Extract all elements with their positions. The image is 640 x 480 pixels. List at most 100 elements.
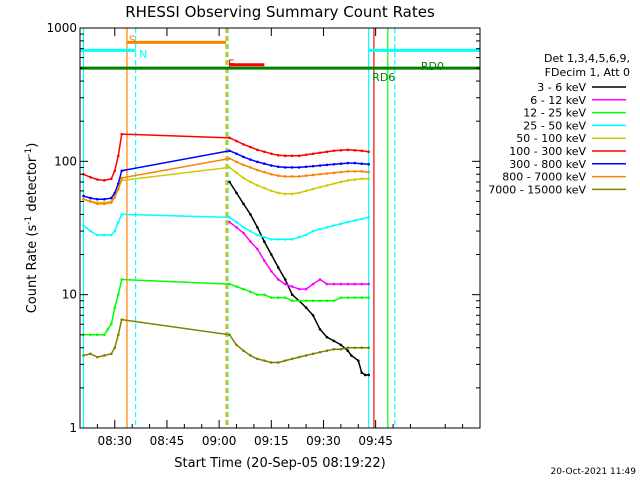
legend-label-4: 50 - 100 keV [516,132,586,145]
data-point-7-9 [235,160,238,164]
plot-area: SN F RD0 RD6 [80,28,480,428]
data-point-4-16 [283,192,287,196]
data-point-5-4 [110,177,113,181]
data-point-8-0 [82,354,85,357]
data-point-6-21 [318,164,322,167]
data-point-3-6 [116,220,120,224]
y-tick-label-3: 1000 [46,21,77,35]
data-point-0-13 [318,327,322,331]
data-point-5-9 [235,139,238,143]
data-point-8-19 [304,354,308,357]
data-point-0-21 [363,373,367,377]
data-point-6-13 [263,162,266,165]
data-point-2-12 [249,290,252,294]
data-point-3-15 [276,238,280,241]
data-point-5-22 [325,150,329,154]
x-tick-label-4: 09:30 [306,434,341,448]
data-point-3-12 [256,233,259,237]
data-point-2-1 [89,333,92,337]
data-point-2-14 [263,293,266,296]
data-point-3-22 [325,226,329,229]
data-point-0-3 [249,213,252,216]
data-point-5-7 [120,132,124,136]
data-point-5-27 [360,149,364,153]
data-point-4-26 [353,178,357,181]
flag-label-s: S [129,33,136,46]
data-point-3-19 [304,233,308,237]
data-point-8-3 [103,354,106,357]
data-point-8-9 [235,343,238,347]
data-point-2-16 [276,296,280,299]
data-point-1-9 [290,285,294,288]
data-point-5-11 [249,145,252,149]
data-point-7-20 [311,173,315,177]
legend-header-2: FDecim 1, Att 0 [545,66,630,79]
data-point-3-24 [339,222,343,226]
flag-label-n: N [139,48,147,61]
data-point-6-14 [270,164,273,167]
data-point-7-21 [318,172,322,176]
data-point-5-25 [346,148,350,152]
data-point-6-17 [290,166,294,169]
data-point-6-4 [110,196,113,200]
data-point-1-11 [304,287,308,291]
data-point-0-2 [242,202,245,206]
flag-label-f: F [228,58,234,71]
data-point-2-8 [120,278,124,281]
data-point-8-25 [346,346,350,350]
data-point-1-17 [346,282,350,286]
data-point-3-9 [235,220,238,224]
y-tick-label-0: 1 [69,421,77,435]
data-point-0-15 [332,339,336,343]
data-point-8-22 [325,349,329,352]
data-point-7-0 [82,197,85,201]
data-point-6-20 [311,164,315,168]
data-point-7-17 [290,175,294,178]
data-point-4-15 [276,191,280,195]
data-point-1-13 [318,278,322,281]
legend-header-1: Det 1,3,4,5,6,9, [544,52,630,65]
data-point-3-27 [360,217,364,221]
data-point-6-25 [346,161,350,165]
data-point-2-7 [116,293,120,296]
data-point-6-5 [113,191,117,195]
data-point-4-13 [263,186,266,190]
data-point-7-19 [304,174,308,178]
data-point-5-15 [276,153,280,157]
footer-date: 20-Oct-2021 11:49 [551,467,637,477]
data-point-7-23 [332,171,336,175]
data-point-8-11 [249,354,252,357]
data-point-2-15 [270,296,273,299]
data-point-5-13 [263,150,266,154]
data-point-2-25 [339,296,343,299]
data-point-2-27 [353,296,357,299]
data-point-0-0 [228,180,231,184]
data-point-7-11 [249,166,252,169]
data-point-7-28 [367,170,370,174]
data-point-1-0 [228,220,231,224]
data-point-3-18 [297,235,301,239]
data-point-0-6 [270,253,273,256]
data-point-6-27 [360,162,364,165]
data-point-5-21 [318,151,322,155]
data-point-6-2 [96,197,99,201]
x-tick-label-1: 08:45 [150,434,185,448]
data-point-7-1 [89,200,92,203]
data-point-1-1 [235,226,238,229]
data-point-4-22 [325,184,329,187]
data-point-4-19 [304,189,308,193]
data-point-8-18 [297,355,301,359]
series-5 [82,132,370,182]
data-point-6-8 [228,149,231,153]
data-point-7-2 [96,202,99,206]
legend-label-7: 800 - 7000 keV [502,171,586,184]
data-point-8-5 [113,346,117,350]
data-point-1-10 [297,287,301,291]
data-point-4-20 [311,187,315,191]
legend-label-3: 25 - 50 keV [523,119,586,132]
series-0 [228,180,370,377]
data-point-3-25 [346,220,350,224]
data-point-2-4 [106,327,110,331]
data-point-6-7 [120,169,124,173]
data-point-4-8 [228,166,231,169]
